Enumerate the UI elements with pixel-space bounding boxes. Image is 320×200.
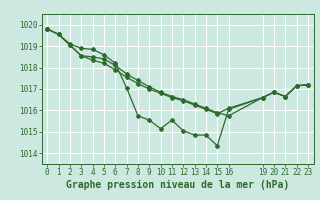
X-axis label: Graphe pression niveau de la mer (hPa): Graphe pression niveau de la mer (hPa): [66, 180, 289, 190]
